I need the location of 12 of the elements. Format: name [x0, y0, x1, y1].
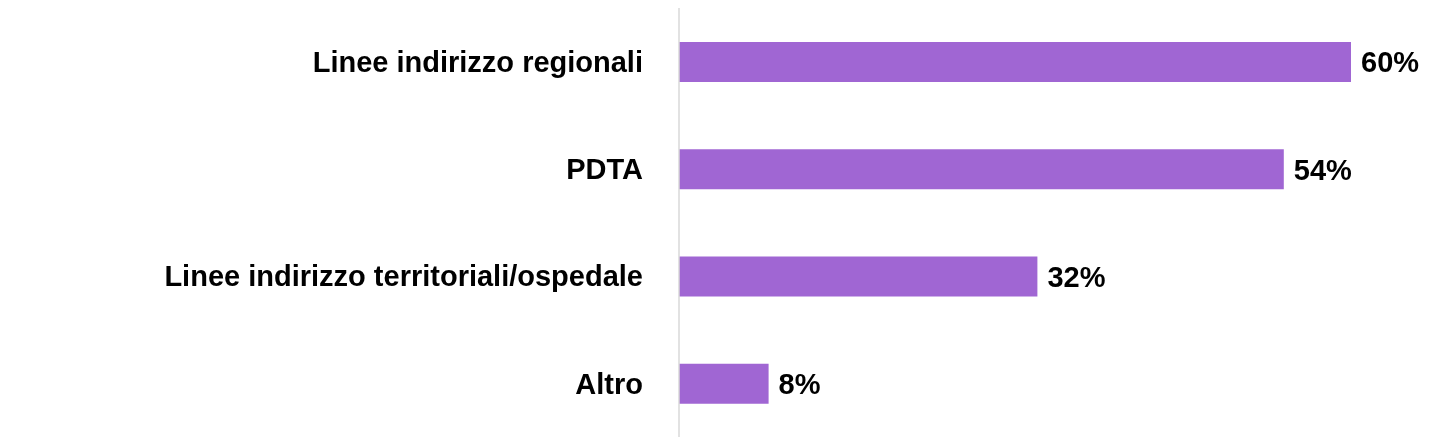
bar: [679, 363, 769, 404]
bar: [679, 42, 1351, 82]
data-label: 54%: [1293, 153, 1353, 186]
y-tick-label: PDTA: [566, 153, 644, 186]
data-label: 8%: [778, 368, 821, 401]
bar: [679, 256, 1038, 297]
bar: [679, 149, 1284, 190]
y-tick-label: Linee indirizzo regionali: [312, 45, 643, 78]
y-tick-label: Altro: [575, 367, 643, 400]
data-label: 32%: [1047, 260, 1106, 293]
data-label: 60%: [1361, 46, 1420, 79]
y-tick-label: Linee indirizzo territoriali/ospedale: [164, 260, 643, 293]
